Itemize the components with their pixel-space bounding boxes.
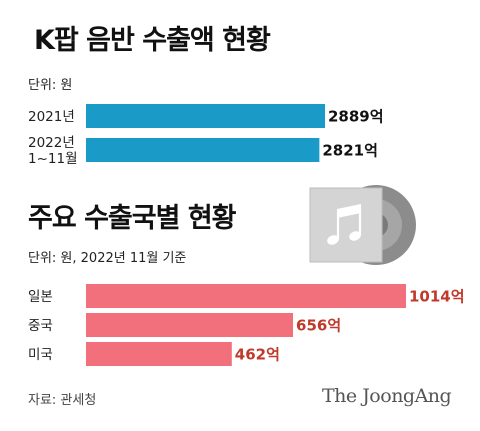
chart-title-countries: 주요 수출국별 현황: [28, 203, 237, 234]
country-bar: [86, 284, 406, 308]
unit-label-bottom: 단위: 원, 2022년 11월 기준: [28, 251, 187, 266]
brand-logo: The JoongAng: [322, 385, 452, 407]
country-value-label: 462억: [235, 346, 280, 364]
exports-value-label: 2889억: [328, 108, 384, 126]
country-category-label: 중국: [28, 318, 53, 334]
source-label: 자료: 관세청: [28, 393, 97, 408]
country-value-label: 1014억: [409, 288, 465, 306]
country-category-label: 미국: [28, 347, 53, 363]
exports-bar: [86, 104, 325, 128]
country-bar: [86, 313, 294, 337]
music-cd-icon: [309, 185, 416, 265]
chart-title-exports: K팝 음반 수출액 현황: [34, 25, 271, 56]
exports-bar: [86, 138, 320, 162]
exports-category-label: 2022년 1~11월: [28, 135, 78, 167]
exports-value-label: 2821억: [322, 142, 378, 160]
exports-category-label: 2021년: [28, 109, 75, 125]
country-bar: [86, 342, 232, 366]
country-value-label: 656억: [296, 317, 341, 335]
unit-label-top: 단위: 원: [28, 78, 73, 93]
country-category-label: 일본: [28, 289, 53, 305]
bar-chart-exports: 2021년 2889억 2022년 1~11월 2821억: [28, 104, 384, 167]
